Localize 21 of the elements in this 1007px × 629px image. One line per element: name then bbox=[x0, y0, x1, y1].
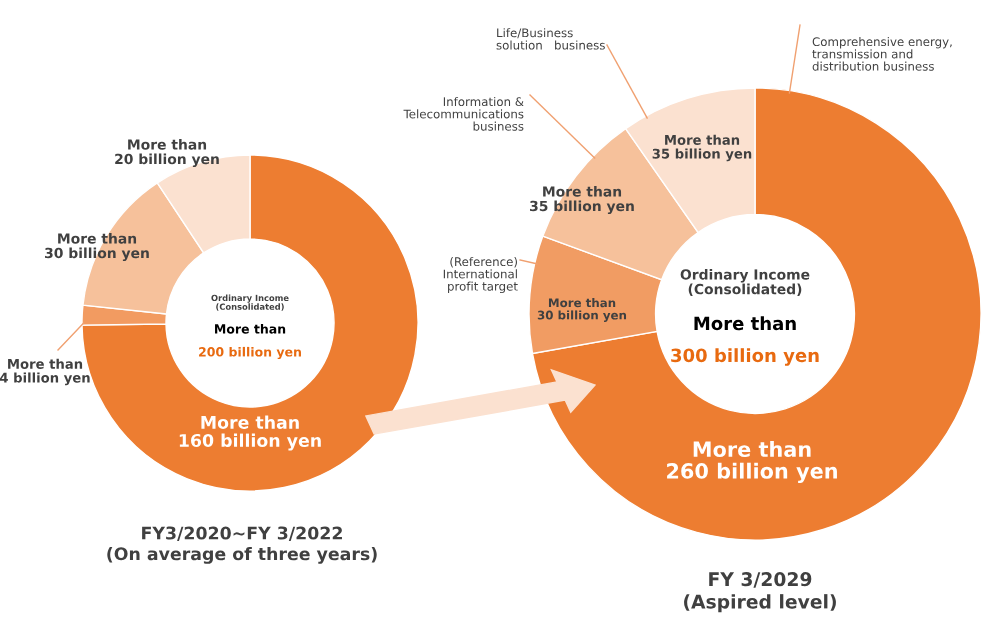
data-label: More than 260 billion yen bbox=[667, 440, 837, 484]
donut-slice bbox=[531, 87, 982, 541]
data-label: More than 35 billion yen bbox=[652, 134, 752, 162]
slice-label: Information & Telecommunications business bbox=[403, 96, 524, 131]
slice-label: (Reference) International profit target bbox=[443, 256, 518, 294]
slice-label: Comprehensive energy, transmission and distribution business bbox=[812, 36, 952, 71]
data-label: More than 20 billion yen bbox=[115, 138, 219, 168]
text: Ordinary Income (Consolidated) bbox=[211, 294, 289, 311]
slice-label: Life/Business solution business bbox=[496, 28, 605, 50]
text: FY3/2020~FY 3/2022 (On average of three years) bbox=[107, 526, 377, 564]
text: Ordinary Income (Consolidated) bbox=[680, 268, 810, 296]
text: 200 billion yen bbox=[199, 346, 301, 360]
data-label: More than 160 billion yen bbox=[179, 415, 321, 451]
data-label: More than 30 billion yen bbox=[537, 298, 627, 322]
text: FY 3/2029 (Aspired level) bbox=[684, 572, 836, 613]
text: 300 billion yen bbox=[671, 348, 819, 366]
data-label: More than 30 billion yen bbox=[45, 232, 149, 262]
data-label: More than 4 billion yen bbox=[0, 358, 90, 386]
text: More than bbox=[694, 316, 796, 331]
data-label: More than 35 billion yen bbox=[530, 185, 634, 215]
text: More than bbox=[215, 323, 286, 334]
